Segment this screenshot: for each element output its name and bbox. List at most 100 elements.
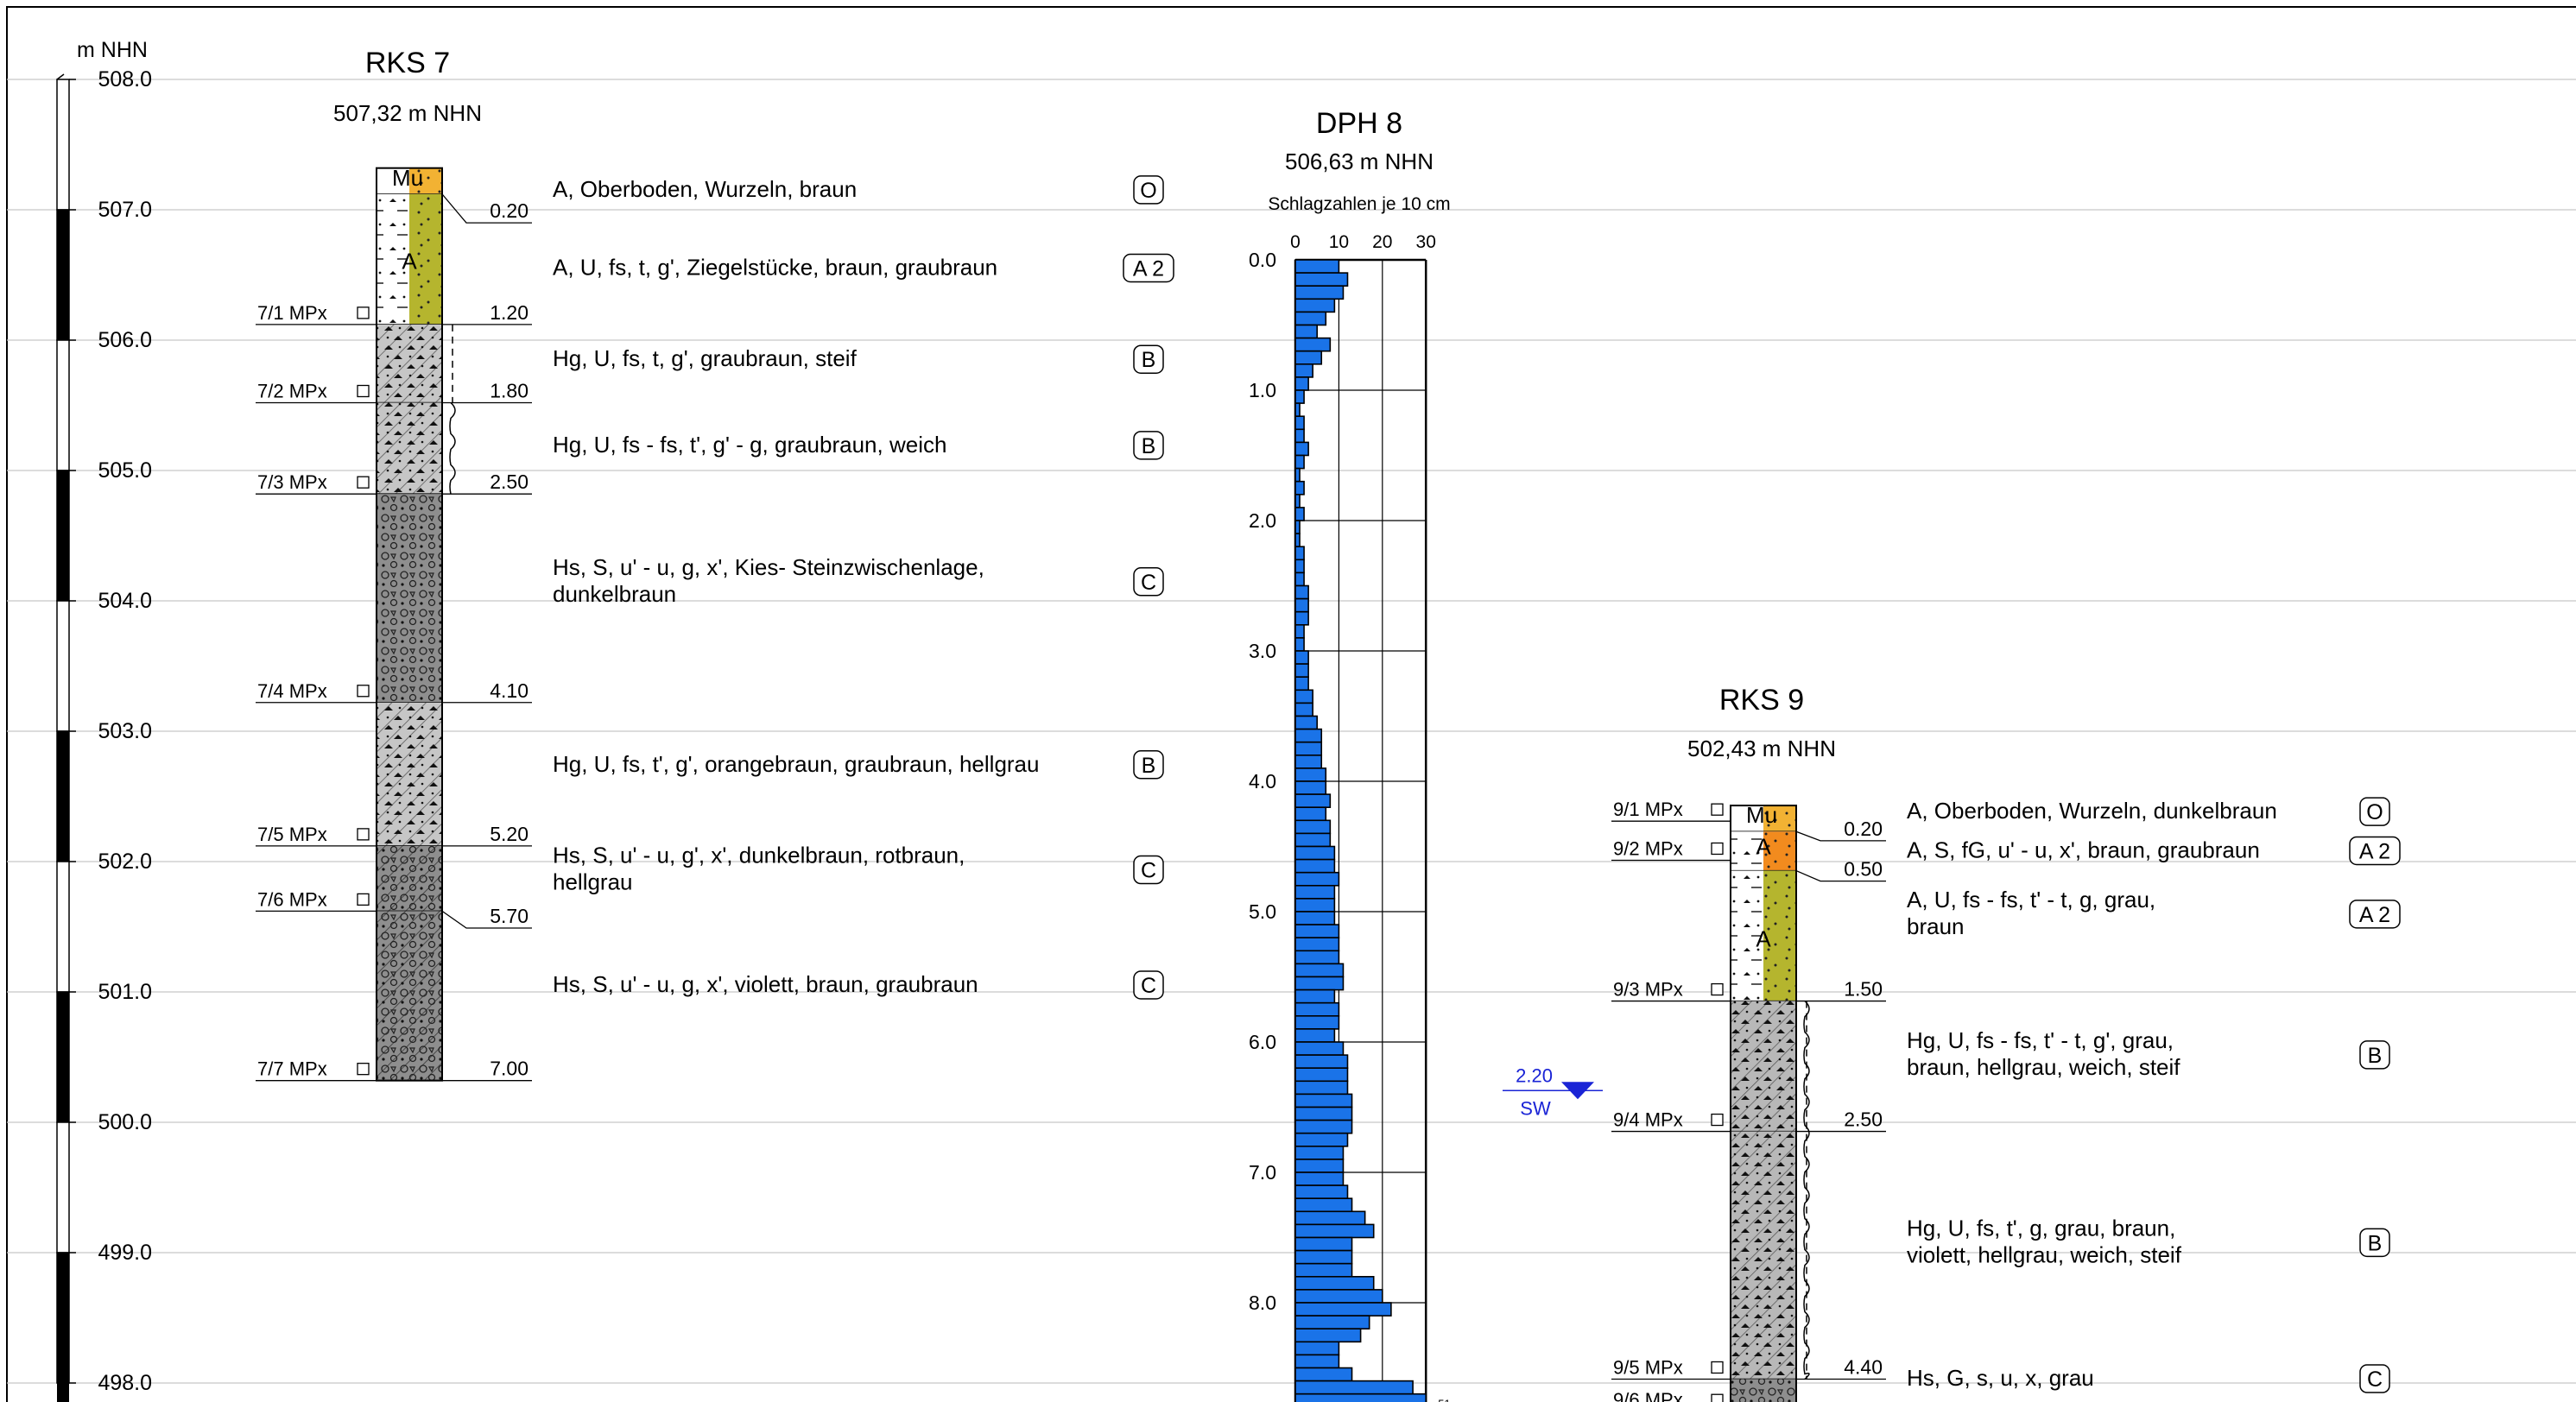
dph8-blow-bar: [1294, 350, 1323, 365]
rks7-layer-code-box: [1133, 567, 1164, 597]
dph8-blow-bar: [1294, 546, 1305, 561]
rks7-layer-code-box: [1133, 344, 1164, 374]
rks7-soil-label: Mu: [392, 165, 423, 191]
rks9-layer-code: B: [2368, 1231, 2383, 1255]
rks9-layer-code: O: [2366, 800, 2383, 824]
dph8-blow-bar: [1294, 819, 1332, 835]
rks9-depth-label: 1.50: [1844, 978, 1883, 1001]
rks9-sample-label: 9/4 MPx: [1613, 1109, 1683, 1131]
dph8-blow-bar: [1294, 1080, 1349, 1096]
dph8-title: DPH 8: [1316, 107, 1402, 140]
dph8-blow-bar: [1294, 676, 1309, 692]
rks7-layer-description: Hs, S, u' - u, g, x', violett, braun, gr…: [553, 971, 978, 997]
rks7-soil-pattern: [377, 494, 442, 703]
rks9-depth-leader: [1795, 830, 1886, 842]
rks7-sample-box: [357, 893, 370, 906]
rks7-depth-leader: [441, 193, 532, 224]
rks9-layer-code-box: [2359, 797, 2390, 826]
rks7-column-outline: [376, 167, 443, 1082]
dph8-blow-bar: [1294, 650, 1309, 665]
rks9-layer-description: A, Oberboden, Wurzeln, dunkelbraun: [1907, 798, 2277, 824]
rks7-layer-code-box: [1123, 253, 1174, 283]
rks7-sample-box: [357, 476, 370, 489]
rks7-layer-description: Hg, U, fs - fs, t', g' - g, graubraun, w…: [553, 432, 946, 458]
rks7-layer-code: O: [1140, 179, 1156, 203]
scale-bar-segment: [56, 1121, 70, 1254]
rks7-layer-code: B: [1142, 434, 1156, 458]
dph8-blow-bar: [1294, 572, 1305, 587]
rks9-soil-pattern: [1731, 1001, 1796, 1132]
dph8-x-tick-label: 10: [1329, 232, 1349, 252]
rks9-depth-label: 0.50: [1844, 858, 1883, 881]
dph8-blow-bar: [1294, 924, 1340, 938]
rks9-layer-code: A 2: [2359, 903, 2390, 927]
dph8-blow-bar: [1294, 1210, 1366, 1226]
dph8-blow-bar: [1294, 1249, 1353, 1265]
rks9-column-outline: [1730, 805, 1797, 1402]
rks7-consistency-mark: [449, 401, 456, 495]
dph8-blow-bar: [1294, 1341, 1340, 1356]
rks7-layer-code-box: [1133, 855, 1164, 885]
rks7-layer-description: A, U, fs, t, g', Ziegelstücke, braun, gr…: [553, 255, 997, 281]
rks9-sample-label: 9/2 MPx: [1613, 837, 1683, 859]
dph8-blow-bar: [1294, 597, 1309, 613]
rks7-sample-label: 7/2 MPx: [257, 380, 327, 401]
axis-tick-label: 498.0: [98, 1371, 152, 1395]
dph8-blow-bar: [1294, 428, 1305, 444]
dph8-blow-bar: [1294, 885, 1336, 900]
dph8-blow-bar: [1294, 324, 1319, 339]
groundwater-label: SW: [1520, 1097, 1551, 1119]
dph8-blow-bar: [1294, 1001, 1340, 1017]
groundwater-depth: 2.20: [1516, 1064, 1553, 1086]
axis-tick-label: 502.0: [98, 849, 152, 874]
rks7-sample-box: [357, 685, 370, 698]
axis-tick-label: 503.0: [98, 719, 152, 743]
dph8-blow-bar: [1294, 963, 1345, 978]
dph8-blow-bar: [1294, 806, 1327, 822]
rks9-sample-box: [1711, 1393, 1724, 1402]
dph8-blow-bar: [1294, 754, 1323, 769]
dph8-depth-tick-label: 3.0: [1249, 640, 1276, 662]
rks7-soil-pattern: [377, 402, 442, 495]
rks7-sample-label: 7/7 MPx: [257, 1058, 327, 1080]
rks9-sample-label: 9/1 MPx: [1613, 799, 1683, 820]
scale-bar-segment: [56, 339, 70, 471]
rks9-layer-code: C: [2367, 1367, 2383, 1392]
dph8-blow-bar: [1294, 637, 1305, 652]
dph8-blow-bar: [1294, 1328, 1362, 1343]
dph8-blow-bar: [1294, 1354, 1340, 1369]
dph8-depth-tick-label: 4.0: [1249, 770, 1276, 793]
rks9-consistency-mark: [1803, 1001, 1810, 1380]
dph8-blow-bar: [1294, 1276, 1375, 1291]
dph8-overflow-label: 51: [1438, 1398, 1450, 1402]
dph8-elevation: 506,63 m NHN: [1285, 148, 1434, 174]
rks9-sample-box: [1711, 1361, 1724, 1374]
rks7-soil-label: A: [402, 248, 417, 274]
dph8-x-tick-label: 30: [1416, 232, 1436, 252]
rks9-sample-label: 9/3 MPx: [1613, 979, 1683, 1001]
rks7-sample-label: 7/5 MPx: [257, 824, 327, 845]
dph8-blow-bar: [1294, 1184, 1349, 1199]
dph8-depth-tick-label: 1.0: [1249, 379, 1276, 401]
dph8-blow-bar: [1294, 663, 1309, 678]
rks7-layer-description: Hg, U, fs, t, g', graubraun, steif: [553, 345, 858, 371]
dph8-blow-bar: [1294, 845, 1336, 861]
dph8-blow-bar: [1294, 1054, 1349, 1069]
rks9-layer-code-box: [2349, 836, 2401, 866]
dph8-blow-bar: [1294, 402, 1301, 418]
rks7-sample-box: [357, 306, 370, 319]
dph8-blow-bar: [1294, 950, 1340, 965]
rks9-layer-description: A, U, fs - fs, t' - t, g, grau,: [1907, 887, 2155, 913]
rks7-soil-pattern: [409, 193, 442, 325]
dph8-blow-bar: [1294, 363, 1313, 378]
dph8-blow-bar: [1294, 493, 1301, 508]
dph8-blow-bar: [1294, 1146, 1345, 1160]
scale-bar-segment: [56, 1252, 70, 1384]
rks7-soil-pattern: [377, 702, 442, 846]
rks9-layer-code-box: [2359, 1228, 2390, 1258]
dph8-blow-bar: [1294, 898, 1336, 913]
dph8-blow-bar: [1294, 1067, 1349, 1083]
scale-bar-segment: [56, 730, 70, 862]
axis-tick-label: 504.0: [98, 589, 152, 613]
dph8-blow-bar: [1294, 702, 1313, 717]
